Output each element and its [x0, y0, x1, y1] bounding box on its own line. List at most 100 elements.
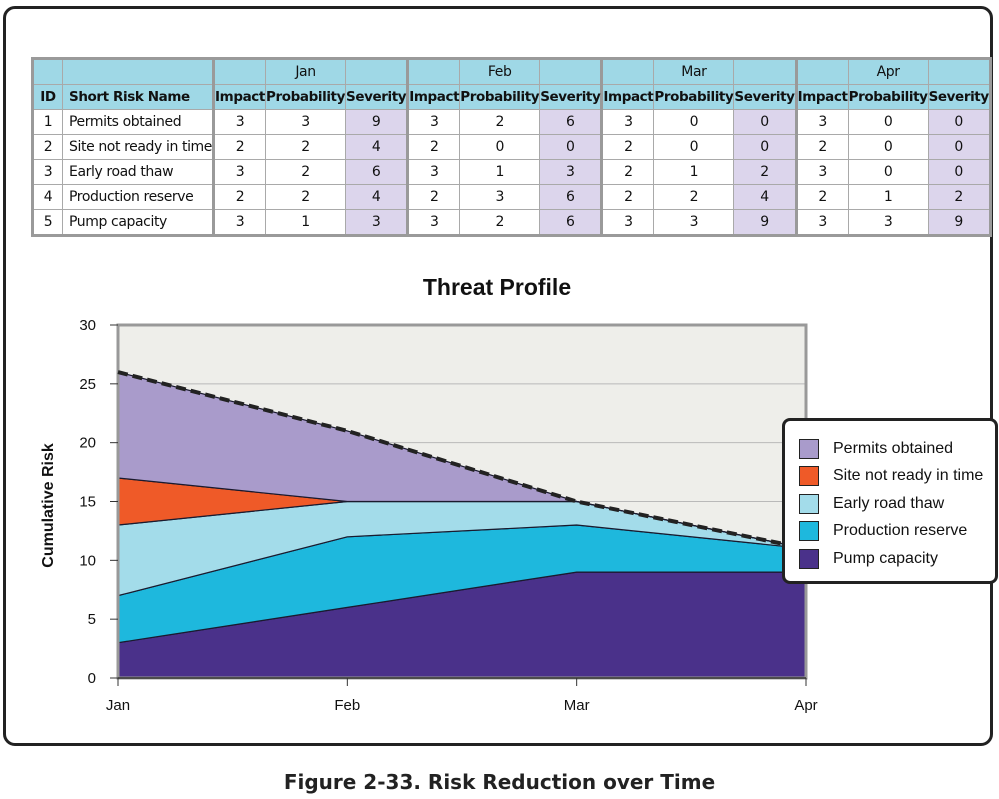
impact-cell: 3 [406, 209, 461, 236]
impact-header: Impact [212, 84, 267, 110]
impact-cell: 2 [212, 134, 267, 160]
y-tick-label: 25 [79, 376, 96, 393]
x-tick-label: Jan [106, 697, 130, 714]
legend-item-site-not-ready: Site not ready in time [799, 463, 995, 491]
month-header-jan: Jan [265, 58, 347, 85]
legend-swatch [799, 466, 819, 487]
probability-cell: 1 [459, 159, 541, 185]
probability-cell: 3 [847, 209, 929, 236]
risk-id: 2 [32, 134, 63, 160]
legend-swatch [799, 438, 819, 459]
blank-header-cell [61, 58, 215, 85]
probability-cell: 2 [265, 184, 347, 210]
y-tick-label: 30 [79, 317, 96, 334]
blank-header-cell [212, 58, 267, 85]
probability-header: Probability [653, 84, 735, 110]
severity-cell: 2 [733, 159, 797, 185]
risk-table: Jan Feb Mar Apr ID Short Risk Name Impac… [31, 57, 992, 237]
probability-cell: 3 [459, 184, 541, 210]
x-tick-label: Mar [564, 697, 590, 714]
probability-header: Probability [265, 84, 347, 110]
y-tick-label: 20 [79, 435, 96, 452]
risk-id: 1 [32, 109, 63, 135]
probability-cell: 0 [653, 134, 735, 160]
chart-title: Threat Profile [422, 274, 572, 300]
impact-cell: 2 [600, 184, 655, 210]
x-tick-label: Feb [334, 697, 360, 714]
severity-header: Severity [927, 84, 991, 110]
column-header-row: ID Short Risk Name Impact Probability Se… [32, 84, 991, 110]
severity-header: Severity [345, 84, 409, 110]
impact-cell: 3 [212, 209, 267, 236]
probability-cell: 1 [265, 209, 347, 236]
impact-cell: 3 [794, 209, 849, 236]
risk-id: 4 [32, 184, 63, 210]
severity-cell: 6 [539, 184, 603, 210]
severity-cell: 0 [927, 134, 991, 160]
legend-label: Early road thaw [833, 494, 945, 512]
table-row: 4 Production reserve 2 2 4 2 3 6 2 2 4 2… [32, 184, 991, 210]
blank-header-cell [345, 58, 409, 85]
impact-cell: 2 [794, 184, 849, 210]
risk-name: Early road thaw [61, 159, 215, 185]
probability-cell: 3 [265, 109, 347, 135]
severity-cell: 4 [345, 134, 409, 160]
name-header: Short Risk Name [61, 84, 215, 110]
probability-cell: 1 [847, 184, 929, 210]
legend-item-early-road-thaw: Early road thaw [799, 490, 995, 518]
y-axis-label: Cumulative Risk [40, 443, 57, 568]
total-risk-line [117, 370, 807, 551]
probability-cell: 2 [265, 134, 347, 160]
legend-swatch [799, 493, 819, 514]
y-tick-label: 15 [79, 494, 96, 511]
x-tick-label: Apr [794, 697, 817, 714]
blank-header-cell [927, 58, 991, 85]
severity-header: Severity [733, 84, 797, 110]
table-row: 1 Permits obtained 3 3 9 3 2 6 3 0 0 3 0… [32, 109, 991, 135]
impact-cell: 3 [600, 209, 655, 236]
risk-name: Pump capacity [61, 209, 215, 236]
table-row: 5 Pump capacity 3 1 3 3 2 6 3 3 9 3 3 9 [32, 209, 991, 236]
impact-cell: 2 [212, 184, 267, 210]
id-header: ID [32, 84, 63, 110]
severity-cell: 6 [539, 209, 603, 236]
y-tick-label: 10 [79, 552, 96, 569]
severity-cell: 6 [345, 159, 409, 185]
impact-cell: 3 [406, 109, 461, 135]
probability-cell: 0 [847, 134, 929, 160]
impact-cell: 3 [600, 109, 655, 135]
severity-cell: 9 [733, 209, 797, 236]
impact-header: Impact [794, 84, 849, 110]
severity-cell: 9 [927, 209, 991, 236]
severity-cell: 0 [733, 134, 797, 160]
legend-swatch [799, 521, 819, 542]
severity-cell: 2 [927, 184, 991, 210]
legend-label: Site not ready in time [833, 467, 984, 485]
probability-cell: 3 [653, 209, 735, 236]
blank-header-cell [406, 58, 461, 85]
legend-label: Production reserve [833, 522, 968, 540]
y-tick-label: 0 [88, 670, 96, 687]
severity-cell: 4 [733, 184, 797, 210]
impact-cell: 2 [406, 134, 461, 160]
severity-cell: 4 [345, 184, 409, 210]
impact-cell: 3 [406, 159, 461, 185]
impact-header: Impact [406, 84, 461, 110]
probability-cell: 0 [847, 109, 929, 135]
blank-header-cell [32, 58, 63, 85]
chart-legend: Permits obtained Site not ready in time … [782, 418, 998, 584]
impact-cell: 3 [212, 159, 267, 185]
legend-item-production-reserve: Production reserve [799, 518, 995, 546]
legend-label: Permits obtained [833, 439, 954, 457]
legend-label: Pump capacity [833, 549, 938, 567]
impact-cell: 2 [406, 184, 461, 210]
probability-cell: 1 [653, 159, 735, 185]
risk-name: Permits obtained [61, 109, 215, 135]
month-header-row: Jan Feb Mar Apr [32, 58, 991, 85]
y-tick-label: 5 [88, 611, 96, 628]
probability-cell: 0 [459, 134, 541, 160]
probability-header: Probability [459, 84, 541, 110]
severity-header: Severity [539, 84, 603, 110]
probability-cell: 2 [653, 184, 735, 210]
month-header-apr: Apr [847, 58, 929, 85]
